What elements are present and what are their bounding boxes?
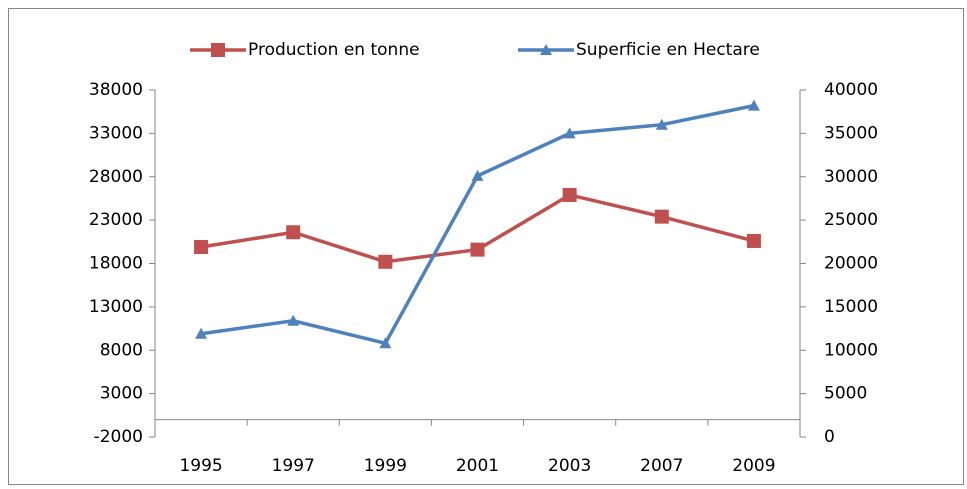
y-tick-label: 38000 <box>89 80 143 100</box>
data-point <box>287 314 300 326</box>
y2-tick-label: 40000 <box>824 80 878 100</box>
legend-label: Superficie en Hectare <box>576 40 760 60</box>
x-tick-label: 2009 <box>732 456 775 476</box>
y2-tick-label: 35000 <box>824 123 878 143</box>
y2-tick-label: 15000 <box>824 297 878 317</box>
data-point <box>194 240 209 255</box>
data-point <box>470 242 485 257</box>
y2-tick-label: 10000 <box>824 340 878 360</box>
legend-marker <box>540 44 552 55</box>
x-tick-label: 1995 <box>179 456 222 476</box>
x-tick-label: 1999 <box>364 456 407 476</box>
data-point <box>563 127 576 139</box>
y-tick-label: 8000 <box>100 340 143 360</box>
x-tick-label: 2007 <box>640 456 683 476</box>
y-tick-label: -2000 <box>94 427 143 447</box>
y2-tick-label: 0 <box>824 427 835 447</box>
data-point <box>655 118 668 130</box>
y-tick-label: 28000 <box>89 167 143 187</box>
x-tick-label: 2003 <box>548 456 591 476</box>
data-point <box>747 99 760 111</box>
data-point <box>195 327 208 339</box>
data-point <box>562 187 577 202</box>
data-point <box>654 209 669 224</box>
legend-label: Production en tonne <box>248 40 420 60</box>
data-point <box>286 225 301 240</box>
y-tick-label: 18000 <box>89 254 143 274</box>
data-point <box>746 233 761 248</box>
y-tick-label: 23000 <box>89 210 143 230</box>
y2-tick-label: 20000 <box>824 254 878 274</box>
data-point <box>378 254 393 269</box>
x-tick-label: 1997 <box>272 456 315 476</box>
x-tick-label: 2001 <box>456 456 499 476</box>
y-tick-label: 33000 <box>89 123 143 143</box>
y-tick-label: 13000 <box>89 297 143 317</box>
y2-tick-label: 25000 <box>824 210 878 230</box>
data-point <box>471 169 484 181</box>
data-point <box>379 337 392 349</box>
legend-marker <box>211 43 225 57</box>
y-tick-label: 3000 <box>100 384 143 404</box>
y2-tick-label: 30000 <box>824 167 878 187</box>
y2-tick-label: 5000 <box>824 384 867 404</box>
